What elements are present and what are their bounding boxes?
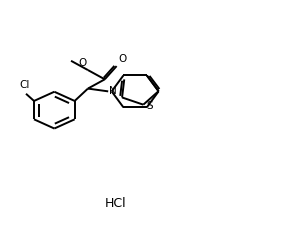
Text: O: O (79, 58, 87, 68)
Text: Cl: Cl (19, 80, 30, 90)
Text: S: S (147, 101, 153, 111)
Text: HCl: HCl (105, 197, 127, 210)
Text: N: N (109, 86, 116, 96)
Text: O: O (118, 54, 126, 64)
